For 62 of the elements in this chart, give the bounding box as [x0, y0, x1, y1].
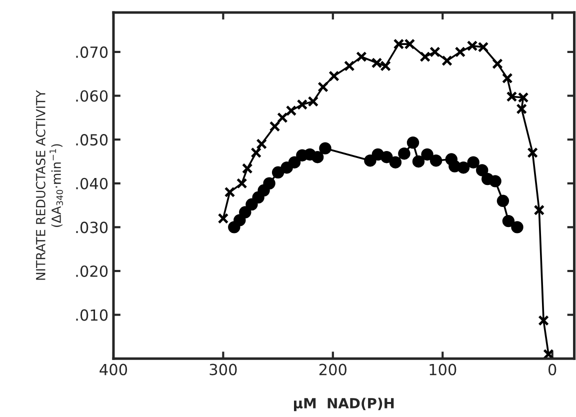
point [288, 156, 301, 168]
point [356, 51, 367, 62]
point [250, 147, 262, 158]
point [269, 121, 280, 132]
point [389, 156, 402, 168]
point [328, 70, 340, 82]
point [454, 46, 466, 58]
y-tick-label: .060 [76, 90, 108, 102]
point [286, 105, 297, 116]
point [344, 60, 355, 72]
point [496, 194, 510, 208]
point [511, 221, 524, 234]
point [534, 204, 545, 216]
point [420, 51, 430, 62]
y-tick-label: .010 [76, 309, 108, 321]
x-tick-label: 200 [319, 364, 346, 376]
point [527, 147, 538, 158]
x-axis-title: μM NAD(P)H [294, 398, 394, 412]
point [272, 166, 284, 179]
point [364, 154, 376, 167]
y-tick-label: .040 [76, 178, 108, 190]
point [224, 186, 236, 198]
y-axis-title: NITRATE REDUCTASE ACTIVITY (ΔA$_{340}$·min$^{−1}$) [36, 90, 63, 280]
point [489, 175, 502, 188]
point [236, 178, 248, 189]
point [318, 82, 328, 92]
point [492, 58, 503, 70]
point [457, 161, 470, 174]
point [239, 206, 252, 218]
point [538, 315, 549, 326]
point [256, 138, 268, 150]
point [516, 103, 528, 114]
point [412, 155, 425, 168]
point [502, 72, 513, 84]
point [277, 112, 288, 124]
point [467, 156, 480, 168]
point [380, 150, 393, 164]
y-tick-label: .050 [76, 134, 108, 146]
point [311, 150, 324, 164]
y-tick-label: .030 [76, 222, 108, 234]
x-tick-label: 400 [100, 364, 128, 376]
point [319, 142, 332, 154]
point [218, 213, 229, 224]
x-tick-label: 0 [548, 364, 556, 376]
point [246, 198, 258, 211]
point [543, 348, 554, 359]
y-tick-label: .020 [76, 265, 108, 278]
point [430, 154, 442, 167]
y-tick-label: .070 [76, 46, 108, 58]
point [476, 164, 488, 176]
x-tick-label: 300 [210, 364, 237, 376]
point [234, 214, 246, 226]
point [502, 214, 515, 228]
point [406, 136, 420, 149]
x-tick-label: 100 [430, 364, 456, 376]
point [263, 177, 276, 190]
point [242, 163, 253, 174]
point [421, 148, 434, 161]
point [442, 55, 452, 66]
point [398, 147, 410, 160]
point [430, 46, 440, 58]
point [280, 161, 293, 174]
